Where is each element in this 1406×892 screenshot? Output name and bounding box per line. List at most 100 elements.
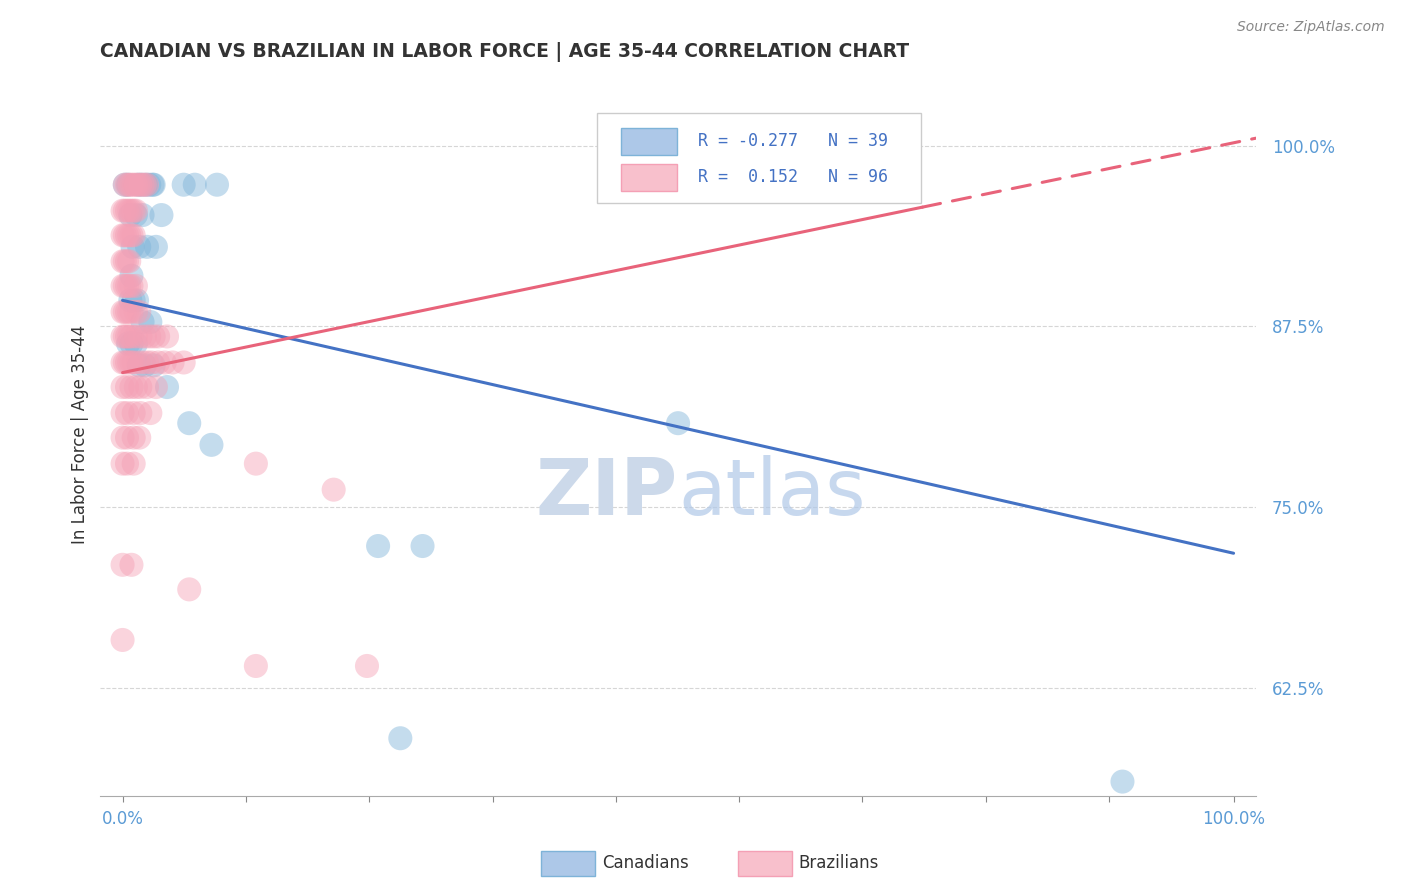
Point <box>120 203 142 218</box>
Point <box>138 329 160 343</box>
Point <box>125 203 148 218</box>
Point <box>117 336 139 351</box>
Point <box>114 329 136 343</box>
Point <box>114 178 136 192</box>
Point <box>115 305 138 319</box>
Point <box>127 178 149 192</box>
Point <box>125 293 148 308</box>
Point <box>120 178 142 192</box>
Point <box>131 178 153 192</box>
Point <box>141 355 163 369</box>
Point <box>131 178 153 192</box>
Point <box>136 240 159 254</box>
Point <box>115 329 138 343</box>
Point <box>122 406 145 420</box>
Point <box>118 278 141 293</box>
Point <box>118 228 141 243</box>
Point <box>129 380 152 394</box>
Point <box>111 203 134 218</box>
Point <box>150 208 173 222</box>
Point <box>179 582 201 597</box>
Point <box>868 178 890 192</box>
Y-axis label: In Labor Force | Age 35-44: In Labor Force | Age 35-44 <box>72 326 89 544</box>
Point <box>138 178 160 192</box>
Point <box>118 203 141 218</box>
Point <box>156 329 179 343</box>
Text: Source: ZipAtlas.com: Source: ZipAtlas.com <box>1237 20 1385 34</box>
Point <box>125 305 148 319</box>
Point <box>128 359 150 373</box>
Point <box>120 278 142 293</box>
Point <box>111 278 134 293</box>
Point <box>367 539 389 553</box>
Point <box>125 380 148 394</box>
Point <box>153 355 176 369</box>
Point <box>131 355 153 369</box>
Point <box>117 178 139 192</box>
Point <box>118 254 141 268</box>
Point <box>128 240 150 254</box>
Point <box>134 178 156 192</box>
Point <box>120 208 142 222</box>
Point <box>389 731 412 746</box>
Point <box>115 431 138 445</box>
Point <box>145 380 167 394</box>
Point <box>136 355 159 369</box>
Point <box>115 457 138 471</box>
Point <box>115 380 138 394</box>
Point <box>120 380 142 394</box>
Point <box>666 416 689 430</box>
Point <box>114 355 136 369</box>
Point <box>129 406 152 420</box>
Text: Brazilians: Brazilians <box>799 854 879 871</box>
Point <box>135 178 157 192</box>
Point <box>115 278 138 293</box>
Text: R =  0.152   N = 96: R = 0.152 N = 96 <box>697 169 887 186</box>
Point <box>114 203 136 218</box>
Point <box>129 329 152 343</box>
Point <box>156 380 179 394</box>
Point <box>179 416 201 430</box>
Point <box>120 355 142 369</box>
Point <box>127 178 149 192</box>
Point <box>122 431 145 445</box>
Point <box>125 208 148 222</box>
Point <box>125 336 148 351</box>
FancyBboxPatch shape <box>621 128 676 155</box>
Point <box>111 457 134 471</box>
Point <box>118 178 141 192</box>
Point <box>115 254 138 268</box>
Point <box>134 359 156 373</box>
Point <box>127 355 149 369</box>
Point <box>142 178 165 192</box>
Point <box>114 228 136 243</box>
Point <box>245 457 267 471</box>
Point <box>139 315 162 329</box>
Point <box>125 329 148 343</box>
Point <box>118 355 141 369</box>
Point <box>122 228 145 243</box>
Point <box>120 228 142 243</box>
Point <box>120 268 142 283</box>
Point <box>111 305 134 319</box>
Point <box>142 359 165 373</box>
Point <box>122 293 145 308</box>
Point <box>111 355 134 369</box>
Text: R = -0.277   N = 39: R = -0.277 N = 39 <box>697 132 887 151</box>
Point <box>145 240 167 254</box>
Point <box>200 438 222 452</box>
Point <box>111 329 134 343</box>
Point <box>111 254 134 268</box>
Point <box>111 380 134 394</box>
Point <box>114 254 136 268</box>
Point <box>136 380 159 394</box>
Point <box>146 329 169 343</box>
Point <box>162 355 184 369</box>
Point <box>1111 774 1133 789</box>
Text: atlas: atlas <box>678 455 866 531</box>
Point <box>139 406 162 420</box>
Point <box>412 539 434 553</box>
Point <box>114 305 136 319</box>
Point <box>122 355 145 369</box>
Point <box>134 329 156 343</box>
